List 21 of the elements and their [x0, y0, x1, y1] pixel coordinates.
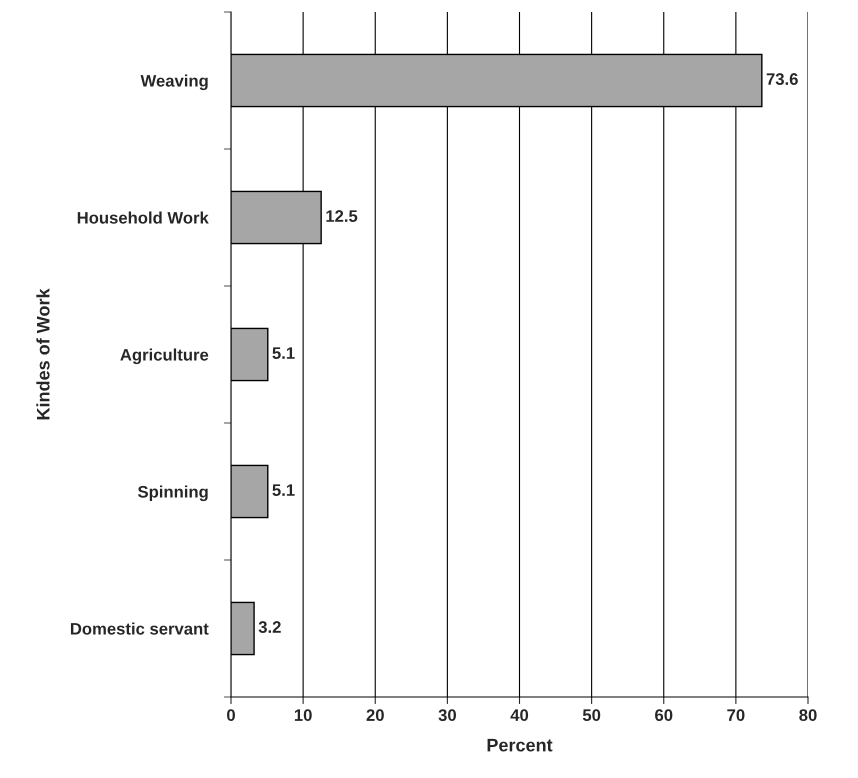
x-tick-label: 30: [438, 709, 456, 722]
y-tick-label: Household Work: [78, 211, 209, 224]
y-tick-label: Agriculture: [120, 348, 208, 364]
data-label: 3.2: [258, 621, 281, 633]
x-tick-label: 50: [582, 709, 600, 722]
x-tick-label: 60: [655, 709, 672, 722]
data-label: 5.1: [272, 347, 295, 359]
data-label: 73.6: [766, 73, 798, 85]
x-tick-label: 0: [227, 709, 235, 722]
x-tick-label: 10: [294, 709, 312, 722]
data-label: 12.5: [326, 210, 358, 222]
x-tick-label: 40: [510, 709, 528, 722]
y-tick-label: Spinning: [138, 485, 208, 502]
data-label: 5.1: [272, 484, 295, 496]
x-axis-title: Percent: [488, 738, 552, 752]
y-tick-label: Domestic servant: [70, 622, 209, 635]
x-tick-label: 70: [727, 709, 744, 722]
y-tick-label: Weaving: [140, 74, 208, 90]
x-tick-label: 80: [799, 709, 817, 722]
y-axis-title: Kindes of Work: [36, 288, 50, 420]
x-tick-label: 20: [366, 709, 384, 722]
